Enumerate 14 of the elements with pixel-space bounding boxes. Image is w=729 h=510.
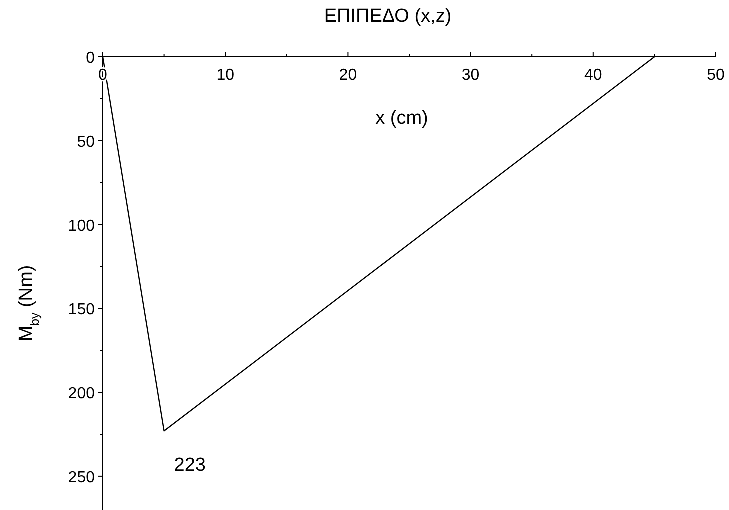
y-tick-label: 100 — [68, 218, 96, 235]
y-tick-label: 250 — [68, 469, 96, 486]
y-tick-label: 150 — [68, 302, 96, 319]
chart-title: ΕΠΙΠΕΔΟ (x,z) — [324, 6, 452, 27]
y-tick-label: 200 — [68, 386, 96, 403]
x-tick-label: 30 — [462, 67, 480, 84]
x-tick-label: 20 — [339, 67, 358, 84]
y-tick-label: 0 — [86, 50, 96, 67]
x-tick-label: 10 — [216, 67, 235, 84]
x-tick-label: 50 — [707, 67, 725, 84]
y-tick-label: 50 — [77, 134, 96, 151]
annotation: 223 — [174, 455, 206, 476]
x-axis-title: x (cm) — [376, 108, 428, 129]
x-tick-label: 40 — [584, 67, 602, 84]
